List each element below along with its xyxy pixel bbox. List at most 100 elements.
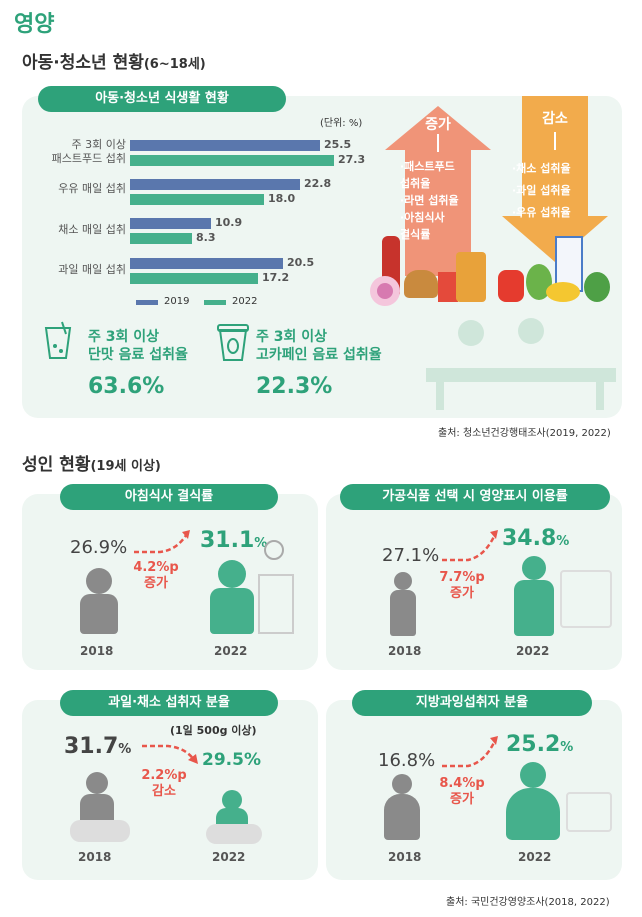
change-value: 8.4%p (439, 776, 485, 791)
value-2022: 34.8% (502, 526, 569, 551)
legend-label-2022: 2022 (232, 296, 258, 307)
person-2018-body (80, 594, 118, 634)
person-2022-icon (522, 556, 546, 580)
unit-label: (단위: %) (320, 118, 363, 129)
bar-value: 25.5 (324, 138, 352, 151)
change-direction: 증가 (450, 792, 474, 807)
increase-list: ·패스트푸드 섭취율 ·라면 섭취율 ·아침식사 결식률 (400, 158, 459, 243)
year-2022: 2022 (518, 850, 552, 864)
bar-value: 17.2 (262, 271, 290, 284)
increase-item: ·아침식사 (400, 211, 445, 224)
bar-value: 27.3 (338, 153, 366, 166)
increase-divider (437, 134, 439, 152)
panel-fruit-veg (22, 700, 318, 880)
stat-label-line: 단맛 음료 섭취율 (88, 347, 188, 363)
value-2022: 31.1% (200, 528, 267, 553)
year-2018: 2018 (80, 644, 114, 658)
stat-caffeine-value: 22.3% (256, 374, 333, 399)
change-direction: 감소 (152, 784, 176, 799)
table-leg (436, 382, 444, 410)
change-label: 7.7%p 증가 (432, 570, 492, 602)
change-value: 4.2%p (133, 560, 179, 575)
change-value: 2.2%p (141, 768, 187, 783)
year-2022: 2022 (516, 644, 550, 658)
value-2018: 27.1% (382, 545, 440, 566)
bar-value: 20.5 (287, 256, 315, 269)
value-2018-number: 31.7 (64, 734, 119, 759)
year-2022: 2022 (214, 644, 248, 658)
desk-icon (258, 574, 294, 634)
fries-icon (438, 272, 458, 302)
change-direction: 증가 (144, 576, 168, 591)
increase-item: ·라면 섭취율 (400, 194, 459, 207)
value-2022-number: 31.1 (200, 528, 255, 553)
decrease-item: ·우유 섭취율 (512, 206, 571, 219)
change-direction: 증가 (450, 586, 474, 601)
fatty-food-icon (566, 792, 612, 832)
section-heading-adult-sub: (19세 이상) (90, 459, 161, 474)
stat-label-line: 주 3회 이상 (88, 329, 160, 345)
increase-title: 증가 (425, 117, 451, 133)
youth-pill: 아동·청소년 식생활 현황 (38, 86, 286, 112)
decrease-list: ·채소 섭취율 ·과일 섭취율 ·우유 섭취율 (512, 158, 571, 224)
bar-2019 (130, 179, 300, 190)
year-2022: 2022 (212, 850, 246, 864)
value-2022-number: 25.2 (506, 732, 561, 757)
bar-2019 (130, 140, 320, 151)
page-title: 영양 (14, 12, 55, 37)
panel-nutrition-label (326, 494, 622, 670)
panel-fat-intake-title: 지방과잉섭취자 분율 (352, 690, 592, 716)
person-2018-icon (86, 568, 112, 594)
vegetables-icon (206, 824, 262, 844)
bar-2022 (130, 273, 258, 284)
bar-2022 (130, 194, 264, 205)
row-label: 과일 매일 섭취 (58, 263, 126, 276)
panel-breakfast (22, 494, 318, 670)
bar-value: 10.9 (215, 216, 243, 229)
legend-swatch-2022 (204, 300, 226, 305)
section-heading-youth: 아동·청소년 현황(6~18세) (22, 48, 206, 73)
bar-2019 (130, 258, 283, 269)
bar-value: 8.3 (196, 231, 216, 244)
increase-item: 결식률 (400, 228, 431, 241)
bar-2019 (130, 218, 211, 229)
vegetables-icon (70, 820, 130, 842)
grocery-boxes-icon (560, 570, 612, 628)
panel-nutrition-label-title: 가공식품 선택 시 영양표시 이용률 (340, 484, 610, 510)
value-2022-unit: % (556, 534, 570, 549)
change-label: 4.2%p 증가 (126, 560, 186, 592)
panel-fat-intake (326, 700, 622, 880)
legend-label-2019: 2019 (164, 296, 190, 307)
increase-arrow (385, 106, 491, 276)
stat-label-line: 주 3회 이상 (256, 329, 328, 345)
bar-value: 18.0 (268, 192, 296, 205)
stat-sugar-label: 주 3회 이상 단맛 음료 섭취율 (88, 328, 188, 364)
row-label: 채소 매일 섭취 (58, 223, 126, 236)
burger-icon (404, 270, 438, 298)
student-head (458, 320, 484, 346)
person-2022-icon (520, 762, 546, 788)
bar-2022 (130, 155, 334, 166)
person-2022-body (210, 588, 254, 634)
clock-icon (264, 540, 284, 560)
year-2018: 2018 (388, 644, 422, 658)
change-value: 7.7%p (439, 570, 485, 585)
person-2022-body (514, 580, 554, 636)
legend-swatch-2019 (136, 300, 158, 305)
decrease-arrow (502, 96, 608, 262)
person-2018-body (390, 590, 416, 636)
table-top (426, 368, 616, 382)
drink-glass-icon (44, 321, 72, 359)
section-heading-adult-text: 성인 현황 (22, 455, 91, 475)
trend-arrow-icon (142, 744, 198, 764)
value-2022: 29.5% (202, 750, 261, 770)
trend-arrow-icon (442, 530, 498, 562)
row-label-line: 주 3회 이상 (71, 138, 126, 151)
increase-item: ·패스트푸드 (400, 160, 455, 173)
decrease-item: ·채소 섭취율 (512, 162, 571, 175)
person-2022-icon (218, 560, 246, 588)
value-2022-unit: % (560, 740, 574, 755)
fruit-icon (546, 282, 580, 302)
change-label: 2.2%p 감소 (134, 768, 194, 800)
pepper-icon (498, 270, 524, 302)
